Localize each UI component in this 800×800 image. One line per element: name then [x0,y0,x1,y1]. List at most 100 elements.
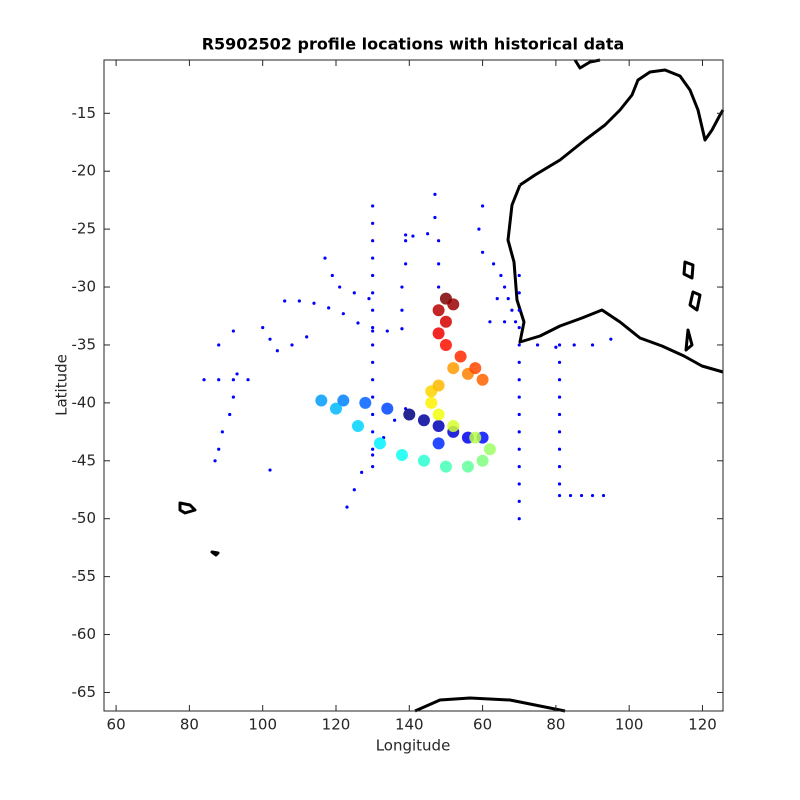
x-tick-label: 80 [546,716,565,734]
historical-point [327,306,331,310]
profile-marker [337,394,350,407]
historical-point [341,312,345,316]
historical-point [557,378,562,382]
historical-point [557,343,562,347]
historical-point [517,291,521,295]
historical-point [517,273,521,278]
profile-marker [439,338,452,351]
historical-point [352,291,356,295]
historical-point [345,505,349,509]
historical-point [426,232,430,236]
historical-point [338,285,342,289]
historical-point [371,378,375,382]
historical-point [231,378,235,382]
y-tick-label: -35 [72,335,97,353]
historical-point [290,343,294,347]
historical-point [437,239,441,243]
profile-marker [417,414,430,427]
historical-point [590,343,595,347]
historical-point [371,447,375,451]
historical-point [477,227,481,231]
historical-point [360,470,364,474]
historical-point [491,262,496,266]
profile-marker [351,420,364,433]
historical-point [437,262,441,266]
y-tick-label: -60 [72,625,97,643]
historical-point [517,343,521,347]
historical-point [495,297,499,301]
historical-point [371,256,375,260]
x-tick-label: 60 [473,716,492,734]
historical-point [517,378,521,382]
historical-point [568,493,573,498]
historical-point [609,337,613,341]
x-tick-label: 120 [322,716,351,734]
historical-point [268,337,272,341]
profile-marker [425,396,438,409]
historical-point [371,239,375,243]
profile-marker [447,420,460,433]
x-tick-label: 60 [107,716,126,734]
historical-point [404,233,408,237]
historical-point [217,343,221,347]
historical-point [371,412,375,417]
historical-point [404,239,408,243]
historical-point [305,335,309,339]
x-tick-label: 140 [395,716,424,734]
historical-point [385,329,389,333]
historical-point [488,320,492,324]
historical-point [235,372,239,376]
historical-point [371,221,375,225]
profile-marker [315,394,328,407]
historical-point [517,360,521,364]
x-tick-label: 120 [688,716,717,734]
historical-point [513,320,518,324]
y-tick-label: -65 [72,683,97,701]
historical-point [557,430,562,434]
historical-point [433,215,437,220]
historical-point [502,320,507,324]
profile-marker [439,315,452,328]
historical-point [517,325,521,330]
historical-point [601,493,606,498]
y-tick-label: -20 [72,162,97,180]
profile-marker [329,402,342,415]
historical-point [231,329,235,333]
historical-point [220,430,224,434]
historical-point [283,299,287,303]
historical-point [297,299,301,303]
y-tick-label: -45 [72,451,97,469]
profile-marker [395,449,408,462]
historical-point [371,453,375,457]
historical-point [246,378,250,382]
historical-point [217,378,221,382]
y-tick-label: -40 [72,393,97,411]
profile-marker [417,454,430,467]
historical-point [517,308,521,312]
historical-point [480,204,485,208]
historical-point [557,493,562,498]
historical-point [433,192,437,196]
historical-point [371,329,375,333]
historical-point [275,349,279,353]
historical-point [517,499,521,503]
historical-point [557,395,562,399]
historical-point [371,273,375,278]
profile-marker [432,408,445,421]
historical-point [510,308,514,312]
historical-point [590,493,595,498]
historical-point [517,464,521,469]
y-tick-label: -50 [72,509,97,527]
profile-marker [381,402,394,415]
profile-marker [432,420,445,433]
historical-point [579,493,584,498]
historical-point [517,430,521,434]
historical-point [371,308,375,312]
historical-point [557,360,562,364]
historical-point [517,412,521,417]
chart-title: R5902502 profile locations with historic… [202,35,625,54]
historical-point [502,285,507,289]
historical-point [557,412,562,417]
